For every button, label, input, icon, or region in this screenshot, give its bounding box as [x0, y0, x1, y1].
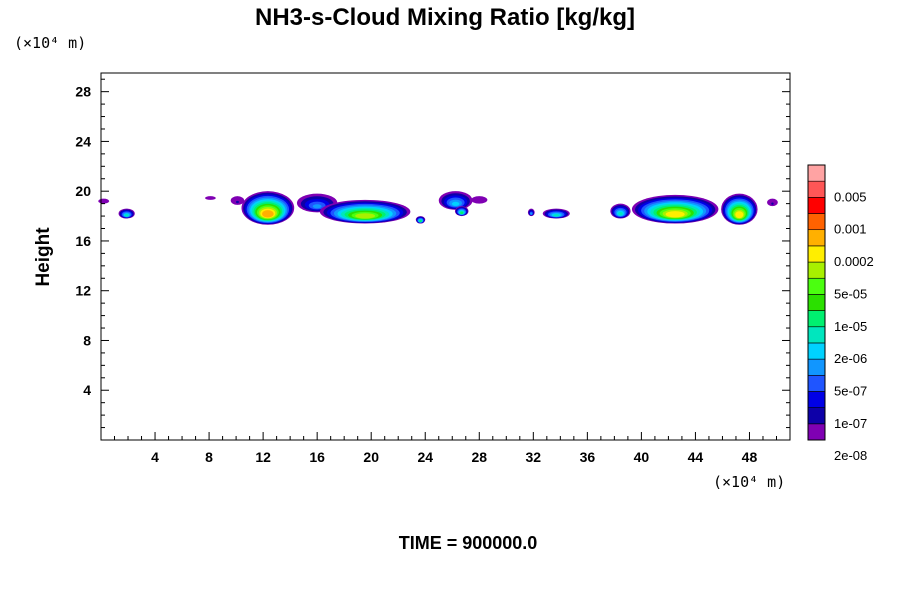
cloud-patch [631, 194, 719, 224]
x-tick-label: 32 [526, 449, 542, 465]
colorbar-cell [807, 391, 826, 408]
cloud-patch [205, 196, 216, 200]
cloud-patch [438, 191, 473, 210]
cloud-patch [721, 193, 758, 225]
cloud-contour [355, 213, 376, 219]
x-tick-label: 36 [580, 449, 596, 465]
colorbar-label: 2e-08 [834, 448, 867, 463]
cloud-patch [118, 208, 135, 219]
colorbar-cell [807, 197, 826, 214]
y-axis: 4 8 12 16 20 24 28 [75, 78, 790, 429]
cloud-contour [767, 198, 778, 207]
cloud-field [98, 191, 778, 225]
colorbar-label: 0.0002 [834, 254, 874, 269]
colorbar-cell [807, 229, 826, 247]
x-tick-label: 12 [255, 449, 271, 465]
cloud-contour [205, 196, 216, 200]
x-tick-label: 48 [742, 449, 758, 465]
cloud-patch [471, 196, 488, 204]
colorbar-label: 0.005 [834, 189, 867, 204]
cloud-patch [527, 208, 535, 217]
y-tick-label: 4 [83, 382, 91, 398]
y-axis-label: Height [33, 227, 54, 287]
cloud-contour [618, 212, 623, 216]
cloud-contour [451, 201, 460, 206]
cloud-contour [665, 211, 685, 218]
cloud-patch [454, 206, 469, 217]
y-tick-label: 12 [75, 283, 91, 299]
colorbar-cell [807, 423, 826, 441]
colorbar-frame [807, 164, 826, 441]
colorbar-cell [807, 342, 826, 360]
colorbar-cell [807, 277, 826, 295]
colorbar: 0.005 0.001 0.0002 5e-05 1e-05 2e-06 5e-07 1e-0… [807, 164, 874, 463]
x-tick-label: 4 [151, 449, 159, 465]
colorbar-cell [807, 358, 826, 376]
cloud-patch [319, 199, 411, 224]
colorbar-label: 5e-07 [834, 383, 867, 398]
x-tick-label: 8 [205, 449, 213, 465]
cloud-patch [542, 208, 570, 219]
x-tick-label: 20 [363, 449, 379, 465]
colorbar-label: 0.001 [834, 222, 867, 237]
x-tick-label: 28 [471, 449, 487, 465]
cloud-contour [98, 198, 110, 204]
colorbar-label: 5e-05 [834, 286, 867, 301]
cloud-patch [415, 216, 426, 224]
colorbar-label: 1e-05 [834, 319, 867, 334]
cloud-contour [553, 214, 560, 217]
colorbar-cell [807, 407, 826, 425]
plot-frame [100, 72, 791, 441]
colorbar-cell [807, 310, 826, 328]
y-axis-unit: (×10⁴ m) [14, 34, 86, 52]
colorbar-cell [807, 164, 826, 182]
cloud-contour [312, 204, 322, 209]
cloud-contour [771, 202, 774, 205]
colorbar-cell [807, 294, 826, 311]
colorbar-cell [807, 180, 826, 198]
colorbar-cell [807, 326, 826, 344]
cloud-patch [230, 196, 245, 205]
x-axis-unit: (×10⁴ m) [713, 473, 785, 491]
cloud-contour [735, 211, 744, 219]
cloud-contour [471, 196, 488, 204]
cloud-contour [530, 212, 533, 215]
x-tick-label: 40 [634, 449, 650, 465]
x-tick-label: 24 [417, 449, 433, 465]
colorbar-label: 2e-06 [834, 351, 867, 366]
colorbar-label: 1e-07 [834, 416, 867, 431]
y-tick-label: 8 [83, 332, 91, 348]
cloud-contour [262, 210, 274, 218]
y-tick-label: 28 [75, 84, 91, 100]
y-tick-label: 16 [75, 233, 91, 249]
x-tick-label: 16 [309, 449, 325, 465]
cloud-contour [230, 196, 245, 205]
cloud-patch [98, 198, 110, 204]
cloud-contour [460, 211, 464, 215]
chart-title: NH3-s-Cloud Mixing Ratio [kg/kg] [255, 4, 635, 31]
y-tick-label: 24 [75, 133, 91, 149]
time-label: TIME = 900000.0 [399, 533, 538, 553]
colorbar-cell [807, 245, 826, 263]
x-tick-label: 44 [688, 449, 704, 465]
colorbar-cell [807, 374, 826, 392]
y-tick-label: 20 [75, 183, 91, 199]
colorbar-cell [807, 213, 826, 231]
x-axis: 4 8 12 16 20 24 28 32 36 40 44 48 [114, 432, 777, 465]
cloud-patch [241, 191, 295, 225]
cloud-contour [124, 214, 129, 217]
cloud-patch [610, 203, 631, 219]
colorbar-cell [807, 261, 826, 279]
cloud-contour [419, 219, 422, 223]
cloud-contour [235, 200, 239, 204]
cloud-patch [767, 198, 778, 207]
